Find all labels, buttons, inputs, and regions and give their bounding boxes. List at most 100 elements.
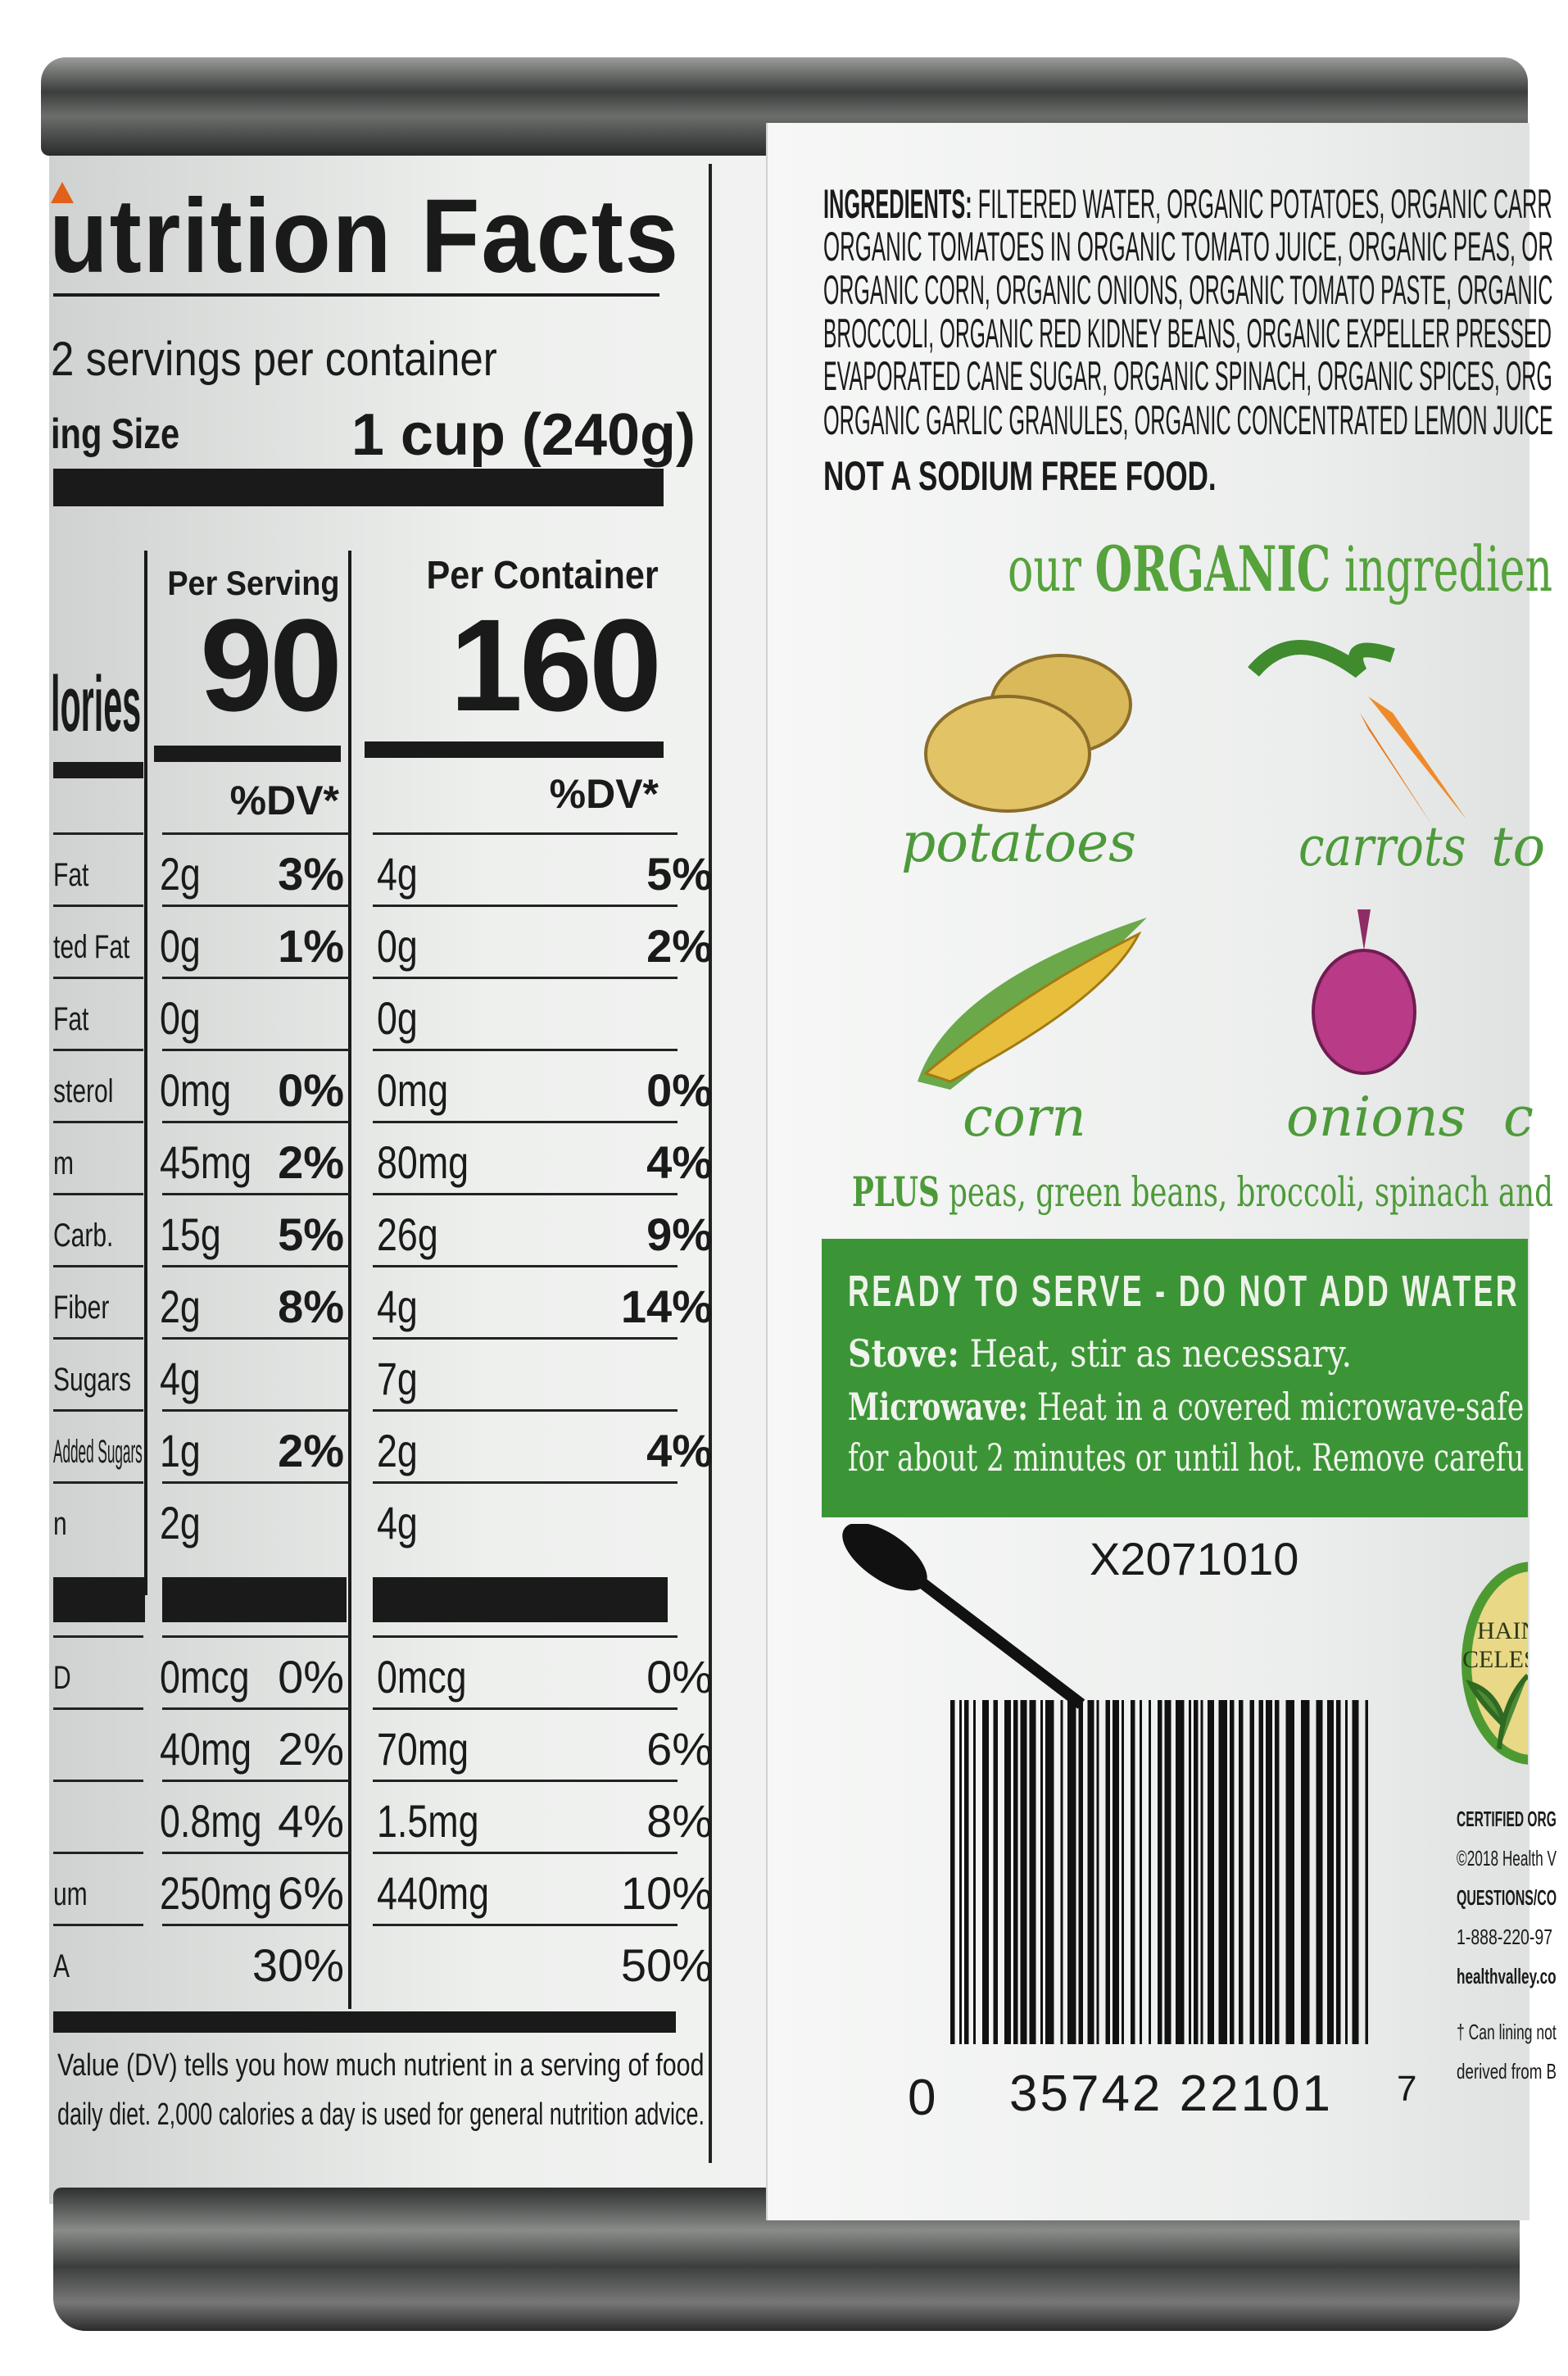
microwave-directions-2: for about 2 minutes or until hot. Remove… — [848, 1435, 1525, 1480]
serving-amount: 0g — [160, 992, 201, 1044]
ingredients-text: FILTERED WATER, ORGANIC POTATOES, ORGANI… — [977, 181, 1552, 227]
fine-print-line: QUESTIONS/CO — [1457, 1885, 1557, 1910]
container-amount: 440mg — [377, 1867, 489, 1919]
container-dv: 10% — [620, 1867, 713, 1919]
row-divider — [162, 1049, 351, 1051]
barcode-digit-left: 0 — [908, 2070, 939, 2126]
nutrient-label: Fat — [53, 1001, 89, 1037]
row-divider — [162, 1121, 351, 1123]
serving-dv: 5% — [278, 1208, 344, 1260]
directions-band — [822, 1239, 1528, 1517]
dv-header-container: %DV* — [549, 771, 659, 817]
row-divider — [53, 1193, 143, 1195]
barcode-bar — [1266, 1700, 1272, 2044]
organic-heading: our ORGANIC ingredien — [1008, 533, 1552, 605]
ingredients-heading: INGREDIENTS: — [823, 181, 972, 227]
barcode-bar — [993, 1700, 998, 2044]
container-amount: 0g — [377, 992, 418, 1044]
barcode-bar — [1258, 1700, 1263, 2044]
container-amount: 1.5mg — [377, 1795, 479, 1847]
potatoes-illustration — [924, 654, 1132, 813]
lot-code: X2071010 — [1090, 1533, 1299, 1585]
nutrient-row: ted Fat 0g 1% 0g 2% — [53, 908, 713, 980]
veggie-label: c — [1503, 1086, 1534, 1149]
footnote-line-2: daily diet. 2,000 calories a day is used… — [57, 2097, 705, 2132]
fine-print-line: ©2018 Health V — [1457, 1846, 1557, 1870]
black-bar — [373, 1577, 668, 1622]
dv-header-serving: %DV* — [229, 778, 339, 823]
nutrient-label: sterol — [53, 1073, 114, 1109]
row-divider — [162, 905, 351, 907]
barcode-bar — [964, 1700, 969, 2044]
calories-bar — [53, 762, 143, 778]
barcode-bar — [1275, 1700, 1280, 2044]
barcode-bar — [1045, 1700, 1054, 2044]
veggie-label: potatoes — [901, 811, 1137, 874]
container-amount: 4g — [377, 1281, 418, 1332]
row-divider — [53, 1707, 143, 1710]
organic-bold: ORGANIC — [1094, 533, 1331, 605]
barcode-bar — [1131, 1700, 1135, 2044]
column-divider — [144, 551, 147, 1595]
barcode-bar — [1113, 1700, 1119, 2044]
hain-celestial-logo: HAIN CELESTIAL — [1462, 1562, 1528, 1765]
nutrient-row: Sugars 4g 7g — [53, 1340, 676, 1412]
serving-size-label: ing Size — [51, 410, 180, 458]
barcode-bar — [1176, 1700, 1185, 2044]
row-divider — [53, 1852, 143, 1854]
row-divider — [53, 1265, 143, 1267]
fine-print-line: CERTIFIED ORG — [1457, 1807, 1557, 1831]
row-divider — [373, 1481, 678, 1484]
row-divider — [373, 1852, 678, 1854]
row-divider — [373, 1265, 678, 1267]
row-divider — [162, 1635, 351, 1638]
fine-print-line: healthvalley.co — [1457, 1964, 1557, 1988]
per-container-label: Per Container — [426, 554, 659, 597]
barcode-bar — [1194, 1700, 1199, 2044]
front-label-panel — [766, 123, 1529, 2220]
row-divider — [53, 1924, 143, 1926]
nutrient-row: m 45mg 2% 80mg 4% — [53, 1124, 713, 1196]
onion-illustration — [1312, 909, 1416, 1075]
black-bar — [162, 1577, 347, 1622]
row-divider — [53, 1780, 143, 1782]
container-dv: 0% — [646, 1064, 713, 1116]
row-divider — [373, 1193, 678, 1195]
barcode-bar — [1164, 1700, 1171, 2044]
carrots-illustration — [1248, 640, 1466, 828]
barcode-bar — [1345, 1700, 1348, 2044]
row-divider — [53, 832, 143, 835]
footnote-line-1: Value (DV) tells you how much nutrient i… — [57, 2048, 705, 2083]
nutrient-row: 0.8mg 4% 1.5mg 8% — [53, 1783, 713, 1855]
serving-amount: 4g — [160, 1353, 201, 1404]
nutrient-label: Added Sugars — [53, 1434, 143, 1470]
ingredients-line: ORGANIC TOMATOES IN ORGANIC TOMATO JUICE… — [823, 224, 1554, 270]
barcode-bar — [1096, 1700, 1099, 2044]
container-amount: 0g — [377, 920, 418, 972]
container-amount: 2g — [377, 1425, 418, 1476]
barcode-bar — [1158, 1700, 1162, 2044]
nutrient-row: D 0mcg 0% 0mcg 0% — [53, 1639, 713, 1711]
barcode-bar — [950, 1700, 955, 2044]
barcode-bar — [1067, 1700, 1076, 2044]
barcode-bar — [1285, 1700, 1294, 2044]
ingredients-line: INGREDIENTS: FILTERED WATER, ORGANIC POT… — [823, 180, 1552, 228]
container-dv: 5% — [646, 848, 713, 900]
barcode-bar — [1078, 1700, 1083, 2044]
barcode-bar — [1122, 1700, 1124, 2044]
svg-text:CELESTIAL: CELESTIAL — [1462, 1646, 1528, 1673]
nutrient-row: Fiber 2g 8% 4g 14% — [53, 1268, 713, 1340]
container-amount: 4g — [377, 1497, 418, 1548]
row-divider — [53, 977, 143, 979]
microwave-directions: Microwave: Heat in a covered microwave-s… — [848, 1385, 1524, 1429]
barcode-bar — [1316, 1700, 1323, 2044]
barcode-bar — [1239, 1700, 1244, 2044]
barcode-bar — [1004, 1700, 1011, 2044]
spoon-icon — [842, 1524, 1085, 1709]
ingredients-line: BROCCOLI, ORGANIC RED KIDNEY BEANS, ORGA… — [823, 311, 1552, 356]
nutrient-row: um 250mg 6% 440mg 10% — [53, 1855, 713, 1927]
nutrient-row: A 30% 50% — [53, 1927, 713, 1999]
stove-directions: Stove: Heat, stir as necessary. — [848, 1331, 1352, 1376]
nutrition-title: utrition Facts — [49, 178, 680, 295]
serving-dv: 0% — [278, 1651, 344, 1703]
